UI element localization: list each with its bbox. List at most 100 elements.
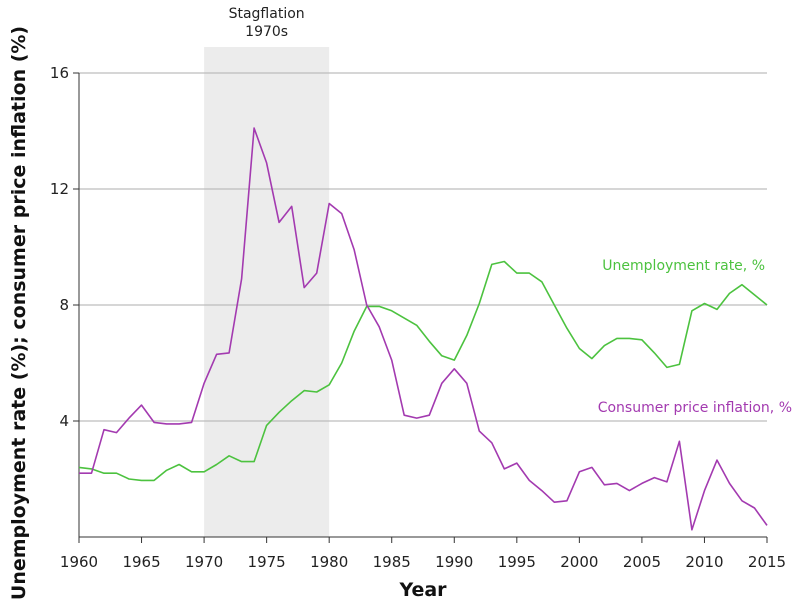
data-point [591,357,593,359]
data-point [391,359,393,361]
data-point [691,529,693,531]
data-point [703,302,705,304]
data-point [428,340,430,342]
x-tick-label: 1990 [435,553,473,571]
data-point [203,471,205,473]
data-point [140,404,142,406]
y-axis-title: Unemployment rate (%); consumer price in… [8,26,30,600]
data-point [641,339,643,341]
data-point [766,524,768,526]
data-point [578,471,580,473]
data-point [628,337,630,339]
data-point [153,479,155,481]
data-point [153,421,155,423]
stagflation-label-line2: 1970s [245,24,288,40]
series-label-unemployment: Unemployment rate, % [602,258,765,274]
data-point [253,127,255,129]
data-point [566,327,568,329]
data-point [403,317,405,319]
data-point [503,260,505,262]
data-point [140,479,142,481]
data-point [165,423,167,425]
data-point [603,484,605,486]
data-point [240,278,242,280]
data-point [165,469,167,471]
data-point [215,353,217,355]
data-point [328,384,330,386]
data-point [653,352,655,354]
data-point [416,324,418,326]
data-point [578,347,580,349]
x-tick-label: 1995 [498,553,536,571]
series-label-inflation: Consumer price inflation, % [598,400,792,416]
data-point [403,414,405,416]
data-point [528,272,530,274]
data-point [340,212,342,214]
data-point [753,294,755,296]
data-point [453,368,455,370]
data-point [753,507,755,509]
data-point [566,500,568,502]
data-point [315,272,317,274]
stagflation-shade [204,47,330,537]
y-tick-label: 16 [50,64,69,82]
data-point [728,292,730,294]
data-point [103,429,105,431]
data-point [553,304,555,306]
data-point [478,430,480,432]
data-point [728,482,730,484]
data-point [716,459,718,461]
stagflation-label-line1: Stagflation [229,6,305,22]
y-tick-label: 8 [59,296,69,314]
data-point [103,472,105,474]
data-point [328,202,330,204]
data-point [666,366,668,368]
x-tick-label: 2015 [748,553,786,571]
x-tick-label: 1970 [185,553,223,571]
data-point [616,482,618,484]
y-tick-label: 4 [59,412,69,430]
x-axis-title: Year [398,579,447,601]
x-axis-ticks: 1960 1965 1970 1975 1980 1985 1990 1995 2000 2005… [60,537,786,571]
data-point [516,272,518,274]
data-point [215,463,217,465]
data-point [290,205,292,207]
x-tick-label: 2000 [560,553,598,571]
data-point [428,414,430,416]
data-point [203,382,205,384]
x-tick-label: 1985 [373,553,411,571]
data-point [503,468,505,470]
data-point [678,363,680,365]
data-point [628,489,630,491]
data-point [353,249,355,251]
data-point [128,417,130,419]
data-point [716,308,718,310]
series-line-1 [79,127,768,531]
data-point [178,463,180,465]
data-point [265,424,267,426]
data-point [491,442,493,444]
data-point [766,304,768,306]
data-point [553,501,555,503]
data-point [616,337,618,339]
data-point [190,471,192,473]
data-point [190,421,192,423]
data-point [366,304,368,306]
data-point [303,286,305,288]
data-point [441,355,443,357]
data-point [278,221,280,223]
data-point [391,310,393,312]
x-tick-label: 2005 [623,553,661,571]
data-point [491,263,493,265]
data-point [478,302,480,304]
data-point [303,389,305,391]
data-point [228,455,230,457]
data-point [691,310,693,312]
data-point [240,460,242,462]
data-point [378,305,380,307]
data-point [453,359,455,361]
data-point [78,472,80,474]
data-point [253,460,255,462]
data-point [466,382,468,384]
